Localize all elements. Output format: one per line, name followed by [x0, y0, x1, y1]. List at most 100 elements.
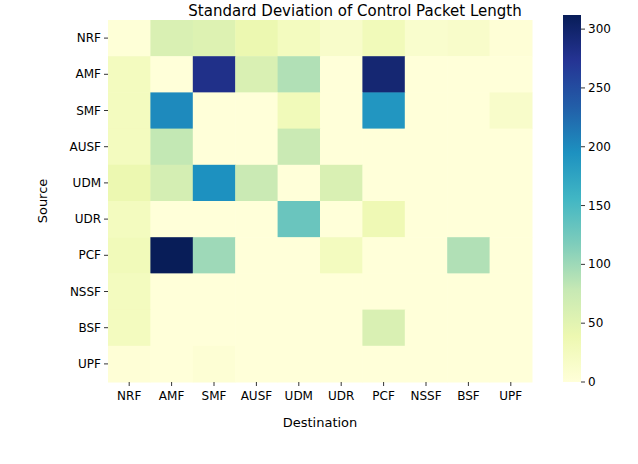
colorbar-tick [581, 323, 585, 324]
cell [362, 129, 405, 166]
y-tick [104, 146, 108, 147]
colorbar-tick-label: 250 [588, 81, 611, 95]
colorbar-tick-label: 0 [588, 375, 596, 389]
cell [490, 165, 533, 202]
cell [320, 56, 363, 93]
cell [490, 92, 533, 129]
y-tick [104, 363, 108, 364]
cell [193, 346, 236, 383]
cell [193, 273, 236, 310]
cell [193, 129, 236, 166]
y-tick-label: NRF [77, 31, 101, 45]
cell [447, 201, 490, 238]
colorbar-tick-label: 300 [588, 22, 611, 36]
x-tick-label: NSSF [410, 389, 441, 403]
y-tick-label: UPF [78, 357, 101, 371]
cell [320, 92, 363, 129]
cell [150, 165, 193, 202]
x-tick-label: SMF [202, 389, 227, 403]
cell [490, 129, 533, 166]
y-tick-label: UDR [75, 212, 101, 226]
y-tick [104, 327, 108, 328]
y-tick [104, 110, 108, 111]
y-axis-label: Source [35, 179, 50, 224]
x-tick [214, 382, 215, 386]
cell [405, 237, 448, 274]
cell [447, 92, 490, 129]
colorbar-tick [581, 264, 585, 265]
chart-root: Standard Deviation of Control Packet Len… [0, 0, 638, 464]
colorbar-tick [581, 146, 585, 147]
x-tick [256, 382, 257, 386]
cell [490, 56, 533, 93]
cell [108, 310, 151, 347]
cell [278, 129, 321, 166]
cell [108, 20, 151, 57]
cells [108, 20, 533, 383]
y-tick [104, 255, 108, 256]
cell [405, 20, 448, 57]
cell [108, 129, 151, 166]
cell [193, 201, 236, 238]
cell [362, 165, 405, 202]
x-tick [510, 382, 511, 386]
y-tick-label: AMF [76, 67, 102, 81]
cell [150, 129, 193, 166]
cell [278, 237, 321, 274]
y-tick-label: SMF [76, 104, 101, 118]
cell [278, 165, 321, 202]
cell [320, 346, 363, 383]
cell [447, 346, 490, 383]
y-tick [104, 182, 108, 183]
cell [108, 92, 151, 129]
cell [150, 273, 193, 310]
cell [150, 56, 193, 93]
x-tick [383, 382, 384, 386]
cell [490, 201, 533, 238]
colorbar-tick-label: 150 [588, 199, 611, 213]
cell [362, 310, 405, 347]
cell [405, 346, 448, 383]
cell [362, 20, 405, 57]
cell [320, 129, 363, 166]
cell [193, 310, 236, 347]
cell [405, 201, 448, 238]
x-tick [298, 382, 299, 386]
cell [235, 56, 278, 93]
chart: Standard Deviation of Control Packet Len… [0, 0, 638, 464]
cell [150, 237, 193, 274]
colorbar-tick-label: 50 [588, 316, 603, 330]
title: Standard Deviation of Control Packet Len… [188, 2, 521, 20]
x-tick-label: UPF [499, 389, 522, 403]
cell [235, 346, 278, 383]
cell [278, 346, 321, 383]
x-tick-label: UDM [285, 389, 313, 403]
cell [447, 237, 490, 274]
cell [278, 273, 321, 310]
cell [362, 201, 405, 238]
cell [278, 20, 321, 57]
colorbar-tick [581, 29, 585, 30]
x-tick [426, 382, 427, 386]
y-tick-label: NSSF [70, 285, 101, 299]
cell [447, 56, 490, 93]
cell [193, 92, 236, 129]
cell [320, 310, 363, 347]
cell [490, 237, 533, 274]
y-tick-label: BSF [78, 321, 101, 335]
cell [405, 310, 448, 347]
cell [235, 92, 278, 129]
cell [490, 310, 533, 347]
cell [405, 92, 448, 129]
cell [447, 273, 490, 310]
cell [320, 273, 363, 310]
cell [235, 201, 278, 238]
cell [108, 346, 151, 383]
cell [235, 310, 278, 347]
cell [405, 129, 448, 166]
cell [235, 165, 278, 202]
cell [320, 165, 363, 202]
x-tick-label: AMF [159, 389, 185, 403]
colorbar [563, 15, 581, 382]
y-tick [104, 219, 108, 220]
